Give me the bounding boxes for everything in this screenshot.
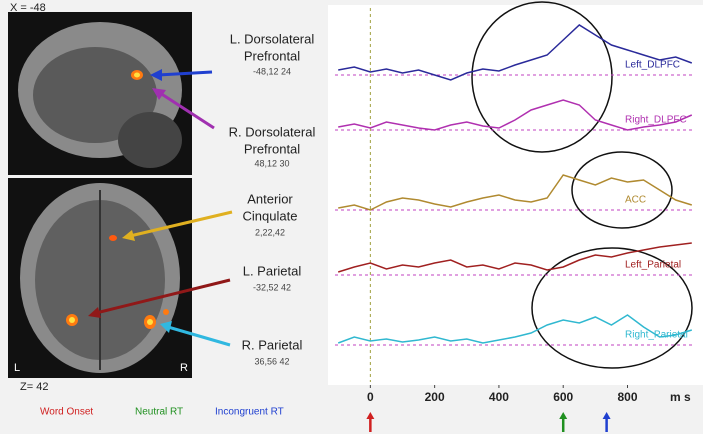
x-tick-label: 800	[617, 390, 637, 404]
event-label: Neutral RT	[135, 407, 183, 418]
region-coords: -32,52 42	[253, 282, 291, 292]
sagittal-label: X = -48	[10, 2, 46, 14]
series-label: Left_DLPFC	[625, 60, 680, 71]
x-tick-label: 400	[489, 390, 509, 404]
region-label: Prefrontal	[244, 48, 300, 63]
axial-image	[8, 178, 192, 378]
series-label: Left_Parietal	[625, 260, 681, 271]
series-label: Right_Parietal	[625, 330, 688, 341]
event-label: Incongruent RT	[215, 407, 284, 418]
x-tick-label: 0	[367, 390, 374, 404]
region-label: R. Parietal	[242, 337, 303, 352]
region-coords: -48,12 24	[253, 66, 291, 76]
x-tick-label: 200	[425, 390, 445, 404]
event-label: Word Onset	[40, 407, 93, 418]
series-label: ACC	[625, 195, 646, 206]
region-label: Cinqulate	[243, 208, 298, 223]
event-arrowhead	[559, 412, 567, 419]
x-axis-label: m s	[670, 390, 691, 404]
region-coords: 48,12 30	[254, 158, 289, 168]
region-label: Prefrontal	[244, 141, 300, 156]
region-coords: 36,56 42	[254, 356, 289, 366]
figure: X = -48 L R Z= 42 L. Dorsolateral Prefro…	[0, 0, 703, 434]
region-label: R. Dorsolateral	[229, 124, 316, 139]
sagittal-image	[8, 12, 192, 175]
event-arrowhead	[366, 412, 374, 419]
left-marker: L	[14, 362, 20, 374]
axial-label: Z= 42	[20, 381, 48, 393]
region-label: Anterior	[247, 191, 293, 206]
region-label: L. Dorsolateral	[230, 31, 315, 46]
right-marker: R	[180, 362, 188, 374]
x-tick-label: 600	[553, 390, 573, 404]
series-label: Right_DLPFC	[625, 115, 687, 126]
region-coords: 2,22,42	[255, 227, 285, 237]
event-arrowhead	[603, 412, 611, 419]
region-label: L. Parietal	[243, 263, 302, 278]
